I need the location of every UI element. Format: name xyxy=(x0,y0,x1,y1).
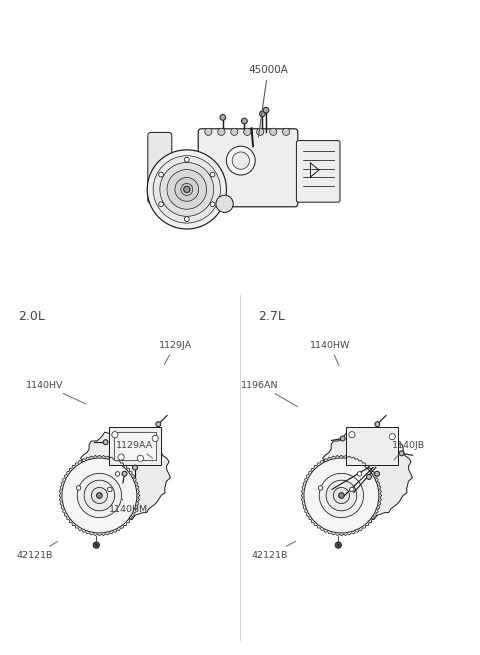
Text: 1129JA: 1129JA xyxy=(158,341,192,365)
Circle shape xyxy=(210,202,215,206)
Circle shape xyxy=(112,432,118,438)
Circle shape xyxy=(349,432,355,438)
FancyBboxPatch shape xyxy=(296,141,340,202)
Circle shape xyxy=(184,157,189,162)
Circle shape xyxy=(205,128,212,136)
Text: 45000A: 45000A xyxy=(248,65,288,138)
Circle shape xyxy=(132,465,138,470)
FancyBboxPatch shape xyxy=(114,432,156,460)
Polygon shape xyxy=(321,430,412,519)
Circle shape xyxy=(118,454,124,460)
Circle shape xyxy=(241,118,247,124)
Circle shape xyxy=(263,107,269,113)
Circle shape xyxy=(399,451,404,456)
Circle shape xyxy=(108,487,112,492)
Text: 42121B: 42121B xyxy=(17,542,58,559)
Circle shape xyxy=(77,474,121,517)
Circle shape xyxy=(159,202,164,206)
Circle shape xyxy=(349,487,354,492)
Text: 1129AA: 1129AA xyxy=(116,441,154,458)
Circle shape xyxy=(137,455,144,461)
Circle shape xyxy=(122,472,127,476)
Circle shape xyxy=(218,128,225,136)
Circle shape xyxy=(181,183,193,195)
Circle shape xyxy=(389,434,396,440)
Circle shape xyxy=(76,486,81,490)
Circle shape xyxy=(220,115,226,121)
Circle shape xyxy=(96,493,102,498)
Circle shape xyxy=(340,436,345,441)
Circle shape xyxy=(335,542,341,548)
FancyBboxPatch shape xyxy=(148,132,172,203)
Circle shape xyxy=(374,472,380,476)
Circle shape xyxy=(184,186,190,193)
Circle shape xyxy=(84,480,115,511)
Circle shape xyxy=(210,172,215,177)
Text: 1140JB: 1140JB xyxy=(391,441,425,460)
Circle shape xyxy=(156,422,161,426)
Circle shape xyxy=(357,472,362,476)
Circle shape xyxy=(152,436,158,441)
Text: 1196AN: 1196AN xyxy=(241,381,298,407)
Text: 1140HW: 1140HW xyxy=(310,341,350,365)
Text: 2.0L: 2.0L xyxy=(18,310,45,323)
Circle shape xyxy=(175,178,199,201)
FancyBboxPatch shape xyxy=(346,427,398,464)
Text: 1140HV: 1140HV xyxy=(26,381,85,404)
Circle shape xyxy=(115,472,120,476)
Circle shape xyxy=(283,128,290,136)
Circle shape xyxy=(231,128,238,136)
Circle shape xyxy=(232,152,250,169)
Circle shape xyxy=(257,128,264,136)
Circle shape xyxy=(227,146,255,175)
Circle shape xyxy=(319,474,363,517)
Text: 42121B: 42121B xyxy=(252,541,296,559)
Circle shape xyxy=(270,128,277,136)
FancyBboxPatch shape xyxy=(108,427,161,464)
Circle shape xyxy=(326,480,357,511)
Text: 1140HM: 1140HM xyxy=(108,497,147,514)
Circle shape xyxy=(260,111,265,117)
Circle shape xyxy=(91,487,108,504)
Circle shape xyxy=(62,458,137,533)
Circle shape xyxy=(159,172,164,177)
Circle shape xyxy=(216,195,233,212)
Circle shape xyxy=(333,487,349,504)
Circle shape xyxy=(153,156,220,223)
Circle shape xyxy=(244,128,251,136)
Circle shape xyxy=(338,493,344,498)
Circle shape xyxy=(318,486,323,490)
Circle shape xyxy=(160,162,214,216)
Circle shape xyxy=(375,422,380,426)
Circle shape xyxy=(93,542,99,548)
Polygon shape xyxy=(79,430,170,519)
Circle shape xyxy=(304,458,379,533)
Circle shape xyxy=(367,474,372,479)
Circle shape xyxy=(147,150,227,229)
FancyBboxPatch shape xyxy=(198,129,298,207)
Text: 2.7L: 2.7L xyxy=(258,310,285,323)
Circle shape xyxy=(184,217,189,221)
Circle shape xyxy=(167,170,206,209)
Circle shape xyxy=(103,440,108,445)
